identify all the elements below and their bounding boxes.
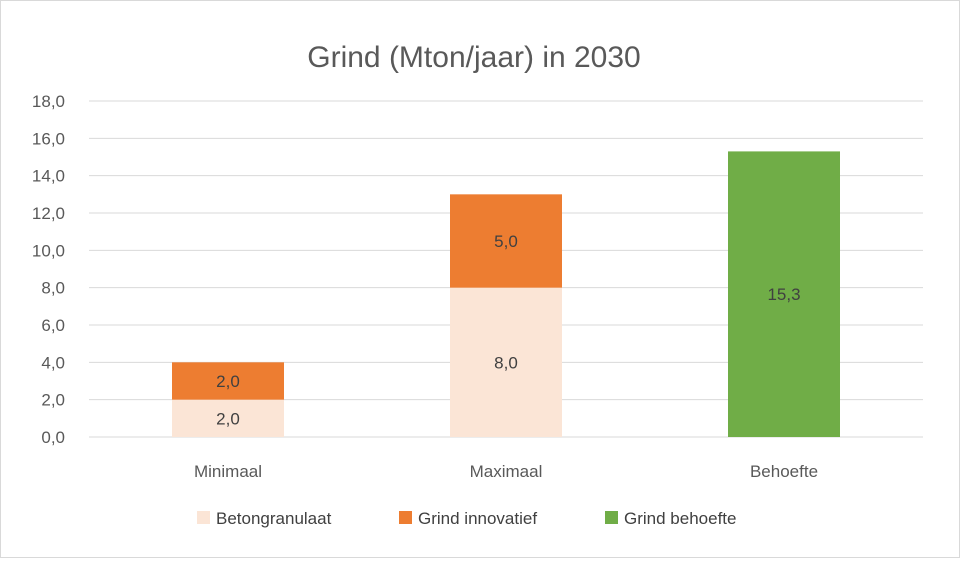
bar-segment [728,151,840,437]
y-tick-label: 18,0 [32,92,65,111]
x-tick-label: Behoefte [750,462,818,481]
data-label: 2,0 [216,372,240,391]
data-label: 2,0 [216,409,240,428]
bars [172,151,840,437]
legend-swatch [197,511,210,524]
legend-label: Grind behoefte [624,509,736,528]
legend-label: Betongranulaat [216,509,332,528]
y-tick-label: 2,0 [41,391,65,410]
data-labels: 2,0 2,0 8,0 5,0 15,3 [216,232,800,428]
y-tick-label: 16,0 [32,129,65,148]
y-tick-label: 4,0 [41,353,65,372]
data-label: 8,0 [494,353,518,372]
bar-segment [172,362,284,400]
bar-segment [450,194,562,288]
legend-swatch [605,511,618,524]
data-label: 15,3 [767,285,800,304]
chart-title: Grind (Mton/jaar) in 2030 [307,41,641,74]
y-axis: 0,0 2,0 4,0 6,0 8,0 10,0 12,0 14,0 16,0 18,0 [32,92,65,447]
y-tick-label: 12,0 [32,204,65,223]
bar-segment [450,287,562,437]
x-tick-label: Minimaal [194,462,262,481]
y-tick-label: 6,0 [41,316,65,335]
y-tick-label: 10,0 [32,241,65,260]
y-tick-label: 8,0 [41,279,65,298]
x-axis: Minimaal Maximaal Behoefte [194,462,818,481]
legend: Betongranulaat Grind innovatief Grind beho… [197,509,736,528]
bar-segment [172,399,284,437]
legend-swatch [399,511,412,524]
x-tick-label: Maximaal [470,462,543,481]
y-tick-label: 14,0 [32,167,65,186]
y-tick-label: 0,0 [41,428,65,447]
legend-label: Grind innovatief [418,509,537,528]
data-label: 5,0 [494,232,518,251]
